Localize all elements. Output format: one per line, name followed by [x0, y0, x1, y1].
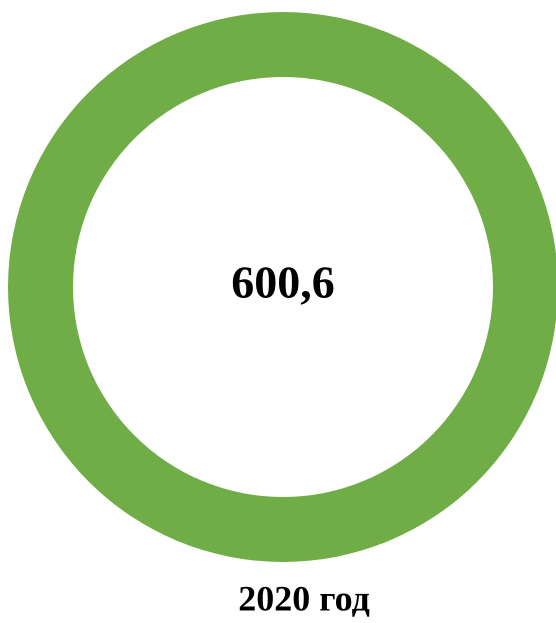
value-label: 600,6 — [231, 257, 335, 308]
category-label: 2020 год — [238, 578, 370, 618]
